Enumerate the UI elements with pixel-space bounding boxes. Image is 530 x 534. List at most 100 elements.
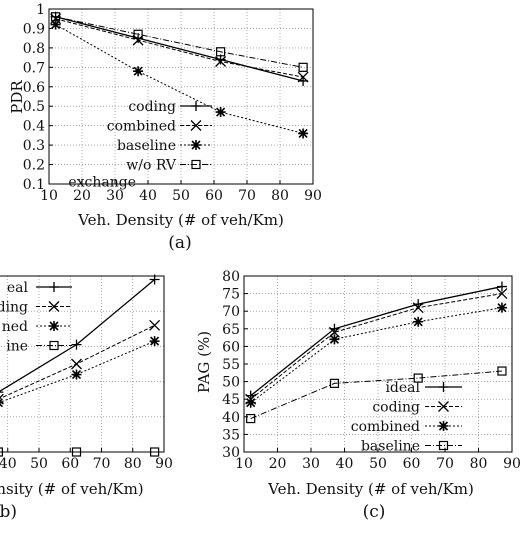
x-tick-label: 30 bbox=[302, 456, 320, 472]
y-tick-label: 1 bbox=[36, 2, 45, 18]
figure-caption: (c) bbox=[363, 502, 386, 522]
y-tick-label: 45 bbox=[222, 392, 240, 408]
data-point-star bbox=[71, 369, 82, 380]
y-tick-label: 0.8 bbox=[23, 41, 45, 57]
chart-c-pag: 10 20 30 40 50 60 70 80 903035404550556065707580… bbox=[195, 269, 521, 522]
series-line-coding bbox=[55, 16, 304, 82]
data-point-square bbox=[329, 378, 340, 388]
x-tick-label: 60 bbox=[205, 188, 223, 204]
y-tick-label: 55 bbox=[222, 357, 240, 373]
y-tick-label: 0.5 bbox=[23, 99, 45, 115]
data-point-x bbox=[149, 319, 161, 331]
x-tick-label: 80 bbox=[470, 456, 488, 472]
legend-label: coding bbox=[372, 400, 420, 416]
y-tick-label: 35 bbox=[222, 427, 240, 443]
legend-marker-square bbox=[49, 340, 59, 351]
series-line-ideal bbox=[250, 285, 503, 397]
x-tick-label: 50 bbox=[369, 456, 387, 472]
legend-label: ideal bbox=[385, 380, 420, 396]
data-point-plus bbox=[71, 339, 82, 350]
y-tick-label: 0.3 bbox=[23, 138, 45, 154]
series-line-combined bbox=[55, 18, 304, 78]
x-tick-label: 60 bbox=[403, 456, 421, 472]
legend-marker-plus bbox=[191, 101, 201, 111]
series-line-combined bbox=[250, 307, 503, 404]
data-point-star bbox=[298, 128, 309, 139]
legend-label: ding bbox=[0, 300, 28, 316]
data-point-star bbox=[149, 336, 160, 347]
x-axis-label: Veh. Density (# of veh/Km) bbox=[77, 211, 284, 229]
data-point-plus bbox=[0, 391, 4, 393]
legend-label: combined bbox=[351, 419, 420, 435]
series-line-baseline bbox=[250, 370, 502, 420]
y-tick-label: 50 bbox=[222, 375, 240, 391]
series-line-w-o-rv-exchange bbox=[55, 16, 304, 68]
data-point-x bbox=[412, 302, 424, 314]
data-point-square bbox=[497, 366, 507, 376]
y-axis-label: PAG (%) bbox=[195, 331, 213, 393]
data-point-star bbox=[496, 302, 507, 313]
legend-marker-plus bbox=[49, 282, 59, 292]
x-tick-label: 10 bbox=[235, 456, 253, 472]
x-axis-label: Veh. Density (# of veh/Km) bbox=[267, 480, 474, 498]
series-line-baseline bbox=[55, 24, 304, 134]
legend-label: coding bbox=[128, 99, 176, 115]
legend-label: baseline bbox=[361, 439, 420, 455]
data-point-star bbox=[413, 316, 424, 327]
data-point-square bbox=[50, 12, 61, 22]
y-tick-label: 70 bbox=[222, 304, 240, 320]
series-line-combined bbox=[0, 340, 155, 403]
x-tick-label: 50 bbox=[172, 188, 190, 204]
data-point-square bbox=[150, 447, 160, 457]
data-point-star bbox=[0, 398, 4, 408]
data-point-x bbox=[496, 288, 508, 300]
data-point-square bbox=[216, 47, 226, 57]
legend-marker-x bbox=[438, 401, 449, 412]
x-tick-label: 40 bbox=[336, 456, 354, 472]
series-line-coding bbox=[250, 293, 503, 400]
x-tick-label: 70 bbox=[93, 456, 111, 472]
figure-caption: (b) bbox=[0, 502, 17, 522]
chart-a-pdr: 10 20 30 40 50 60 70 80 90 0.1 0.2 0.3 0.4 0.5 0.6 0.7 0… bbox=[8, 2, 322, 253]
y-tick-label: 30 bbox=[222, 445, 240, 461]
x-tick-label: 70 bbox=[436, 456, 454, 472]
x-tick-label: 40 bbox=[0, 456, 17, 472]
data-point-x bbox=[297, 71, 309, 83]
data-point-x bbox=[71, 358, 82, 370]
data-point-x bbox=[132, 34, 144, 46]
legend-marker-star bbox=[49, 321, 59, 331]
x-tick-label: 20 bbox=[269, 456, 287, 472]
series-line-coding bbox=[0, 324, 155, 400]
data-point-star bbox=[329, 334, 340, 345]
data-point-square bbox=[0, 447, 3, 457]
y-tick-label: 0.7 bbox=[23, 60, 45, 76]
legend-label: combined bbox=[107, 119, 176, 135]
x-tick-label: 60 bbox=[61, 456, 79, 472]
y-tick-label: 0.9 bbox=[23, 21, 45, 37]
legend-marker-star bbox=[438, 421, 449, 431]
x-tick-label: 20 bbox=[73, 188, 91, 204]
data-point-star bbox=[50, 19, 61, 30]
legend-marker-x bbox=[190, 120, 202, 131]
data-point-square bbox=[413, 373, 423, 383]
x-tick-label: 30 bbox=[106, 188, 124, 204]
x-tick-label: 90 bbox=[503, 456, 521, 472]
legend-label: w/o RV exchange bbox=[68, 158, 177, 191]
legend-marker-x bbox=[48, 301, 60, 312]
y-tick-label: 65 bbox=[222, 322, 240, 338]
chart-b-cropped: 40 50 60 70 80 90 nsity (# of veh/Km) (b) eal din… bbox=[0, 274, 173, 522]
x-tick-label: 80 bbox=[271, 188, 289, 204]
legend-label: baseline bbox=[117, 138, 176, 154]
legend-label: ned bbox=[2, 319, 28, 335]
y-tick-label: 40 bbox=[222, 410, 240, 426]
data-point-square bbox=[246, 413, 256, 424]
series-line-ideal bbox=[0, 279, 156, 392]
data-point-star bbox=[245, 397, 256, 408]
x-tick-label: 80 bbox=[124, 456, 142, 472]
data-point-x bbox=[215, 56, 227, 67]
data-point-plus bbox=[496, 281, 507, 292]
legend-marker-star bbox=[191, 140, 201, 150]
data-point-square bbox=[133, 29, 143, 39]
y-tick-label: 80 bbox=[222, 269, 240, 285]
data-point-square bbox=[71, 447, 82, 457]
